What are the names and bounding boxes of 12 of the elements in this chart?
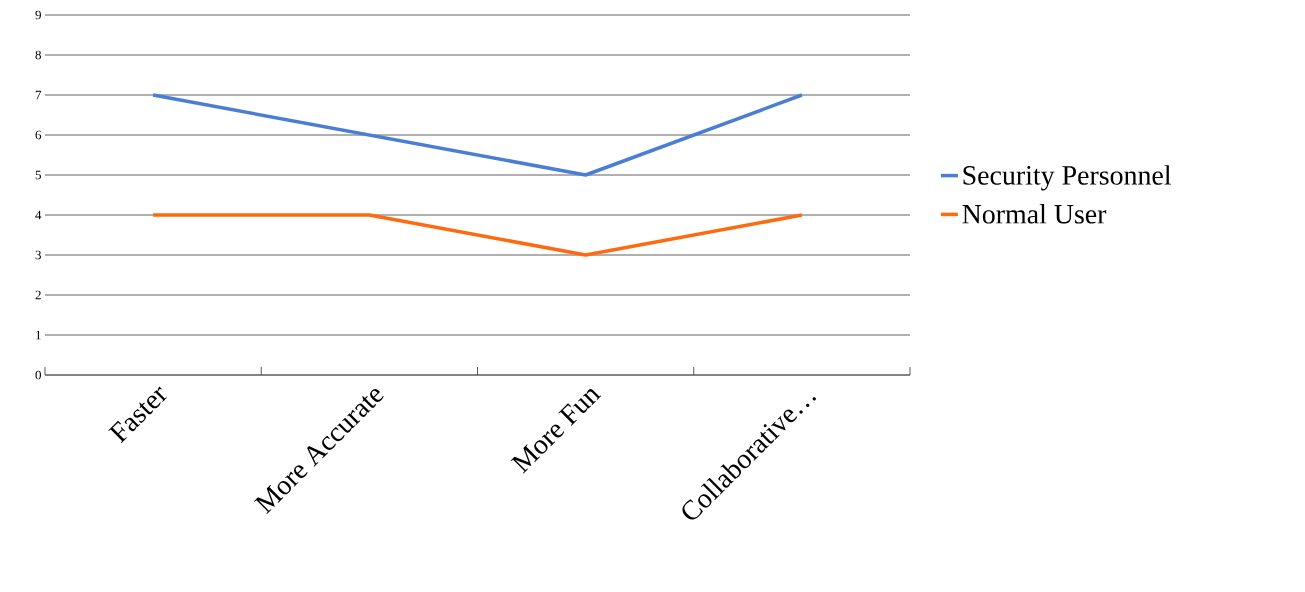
- y-tick-label: 9: [35, 10, 41, 20]
- y-tick-label: 3: [35, 250, 41, 260]
- y-tick-label: 2: [35, 290, 41, 300]
- y-tick-label: 8: [35, 50, 41, 60]
- y-tick-label: 5: [35, 170, 41, 180]
- y-tick-label: 6: [35, 130, 42, 140]
- y-tick-label: 7: [35, 90, 42, 100]
- y-tick-label: 0: [35, 370, 41, 380]
- y-tick-label: 4: [35, 210, 42, 220]
- legend-label: Security Personnel: [963, 165, 1172, 191]
- legend-label: Normal User: [962, 203, 1107, 224]
- y-tick-label: 1: [36, 330, 41, 340]
